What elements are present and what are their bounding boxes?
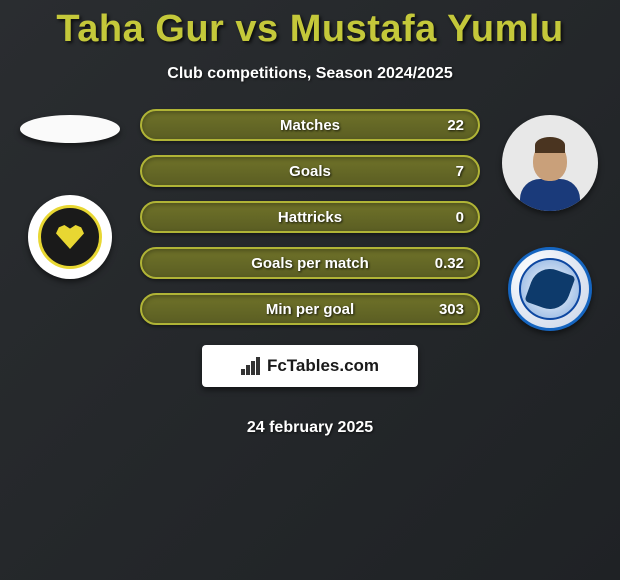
chart-bars-icon xyxy=(241,357,261,375)
date-text: 24 february 2025 xyxy=(247,419,373,437)
subtitle: Club competitions, Season 2024/2025 xyxy=(0,65,620,83)
stat-row-goals-per-match: Goals per match 0.32 xyxy=(140,247,480,279)
brand-text-b: Tables xyxy=(287,356,340,375)
brand-text: FcTables.com xyxy=(267,356,379,376)
comparison-row: Matches 22 Goals 7 Hattricks 0 Goals per… xyxy=(0,109,620,437)
stat-row-hattricks: Hattricks 0 xyxy=(140,201,480,233)
brand-text-c: .com xyxy=(339,356,379,375)
club-crest-right xyxy=(508,247,592,331)
stat-row-matches: Matches 22 xyxy=(140,109,480,141)
stat-label: Hattricks xyxy=(278,209,342,226)
right-column xyxy=(490,109,610,331)
crest-wing-icon xyxy=(524,263,575,314)
player-photo-right xyxy=(502,115,598,211)
player-silhouette-icon xyxy=(520,141,580,211)
page-title: Taha Gur vs Mustafa Yumlu xyxy=(0,0,620,51)
stat-label: Goals per match xyxy=(251,255,369,272)
stat-value-right: 0 xyxy=(456,209,464,226)
stat-label: Goals xyxy=(289,163,331,180)
brand-text-a: Fc xyxy=(267,356,287,375)
crest-left-inner xyxy=(38,205,102,269)
stat-value-right: 303 xyxy=(439,301,464,318)
stat-value-right: 22 xyxy=(447,117,464,134)
club-crest-left xyxy=(28,195,112,279)
stats-column: Matches 22 Goals 7 Hattricks 0 Goals per… xyxy=(130,109,490,437)
stat-label: Matches xyxy=(280,117,340,134)
stat-value-right: 7 xyxy=(456,163,464,180)
crest-heart-icon xyxy=(56,225,84,249)
stat-label: Min per goal xyxy=(266,301,354,318)
brand-logo-box: FcTables.com xyxy=(202,345,418,387)
left-column xyxy=(10,109,130,279)
crest-right-inner xyxy=(519,258,581,320)
player-photo-placeholder xyxy=(20,115,120,143)
stat-row-min-per-goal: Min per goal 303 xyxy=(140,293,480,325)
stat-row-goals: Goals 7 xyxy=(140,155,480,187)
stat-value-right: 0.32 xyxy=(435,255,464,272)
